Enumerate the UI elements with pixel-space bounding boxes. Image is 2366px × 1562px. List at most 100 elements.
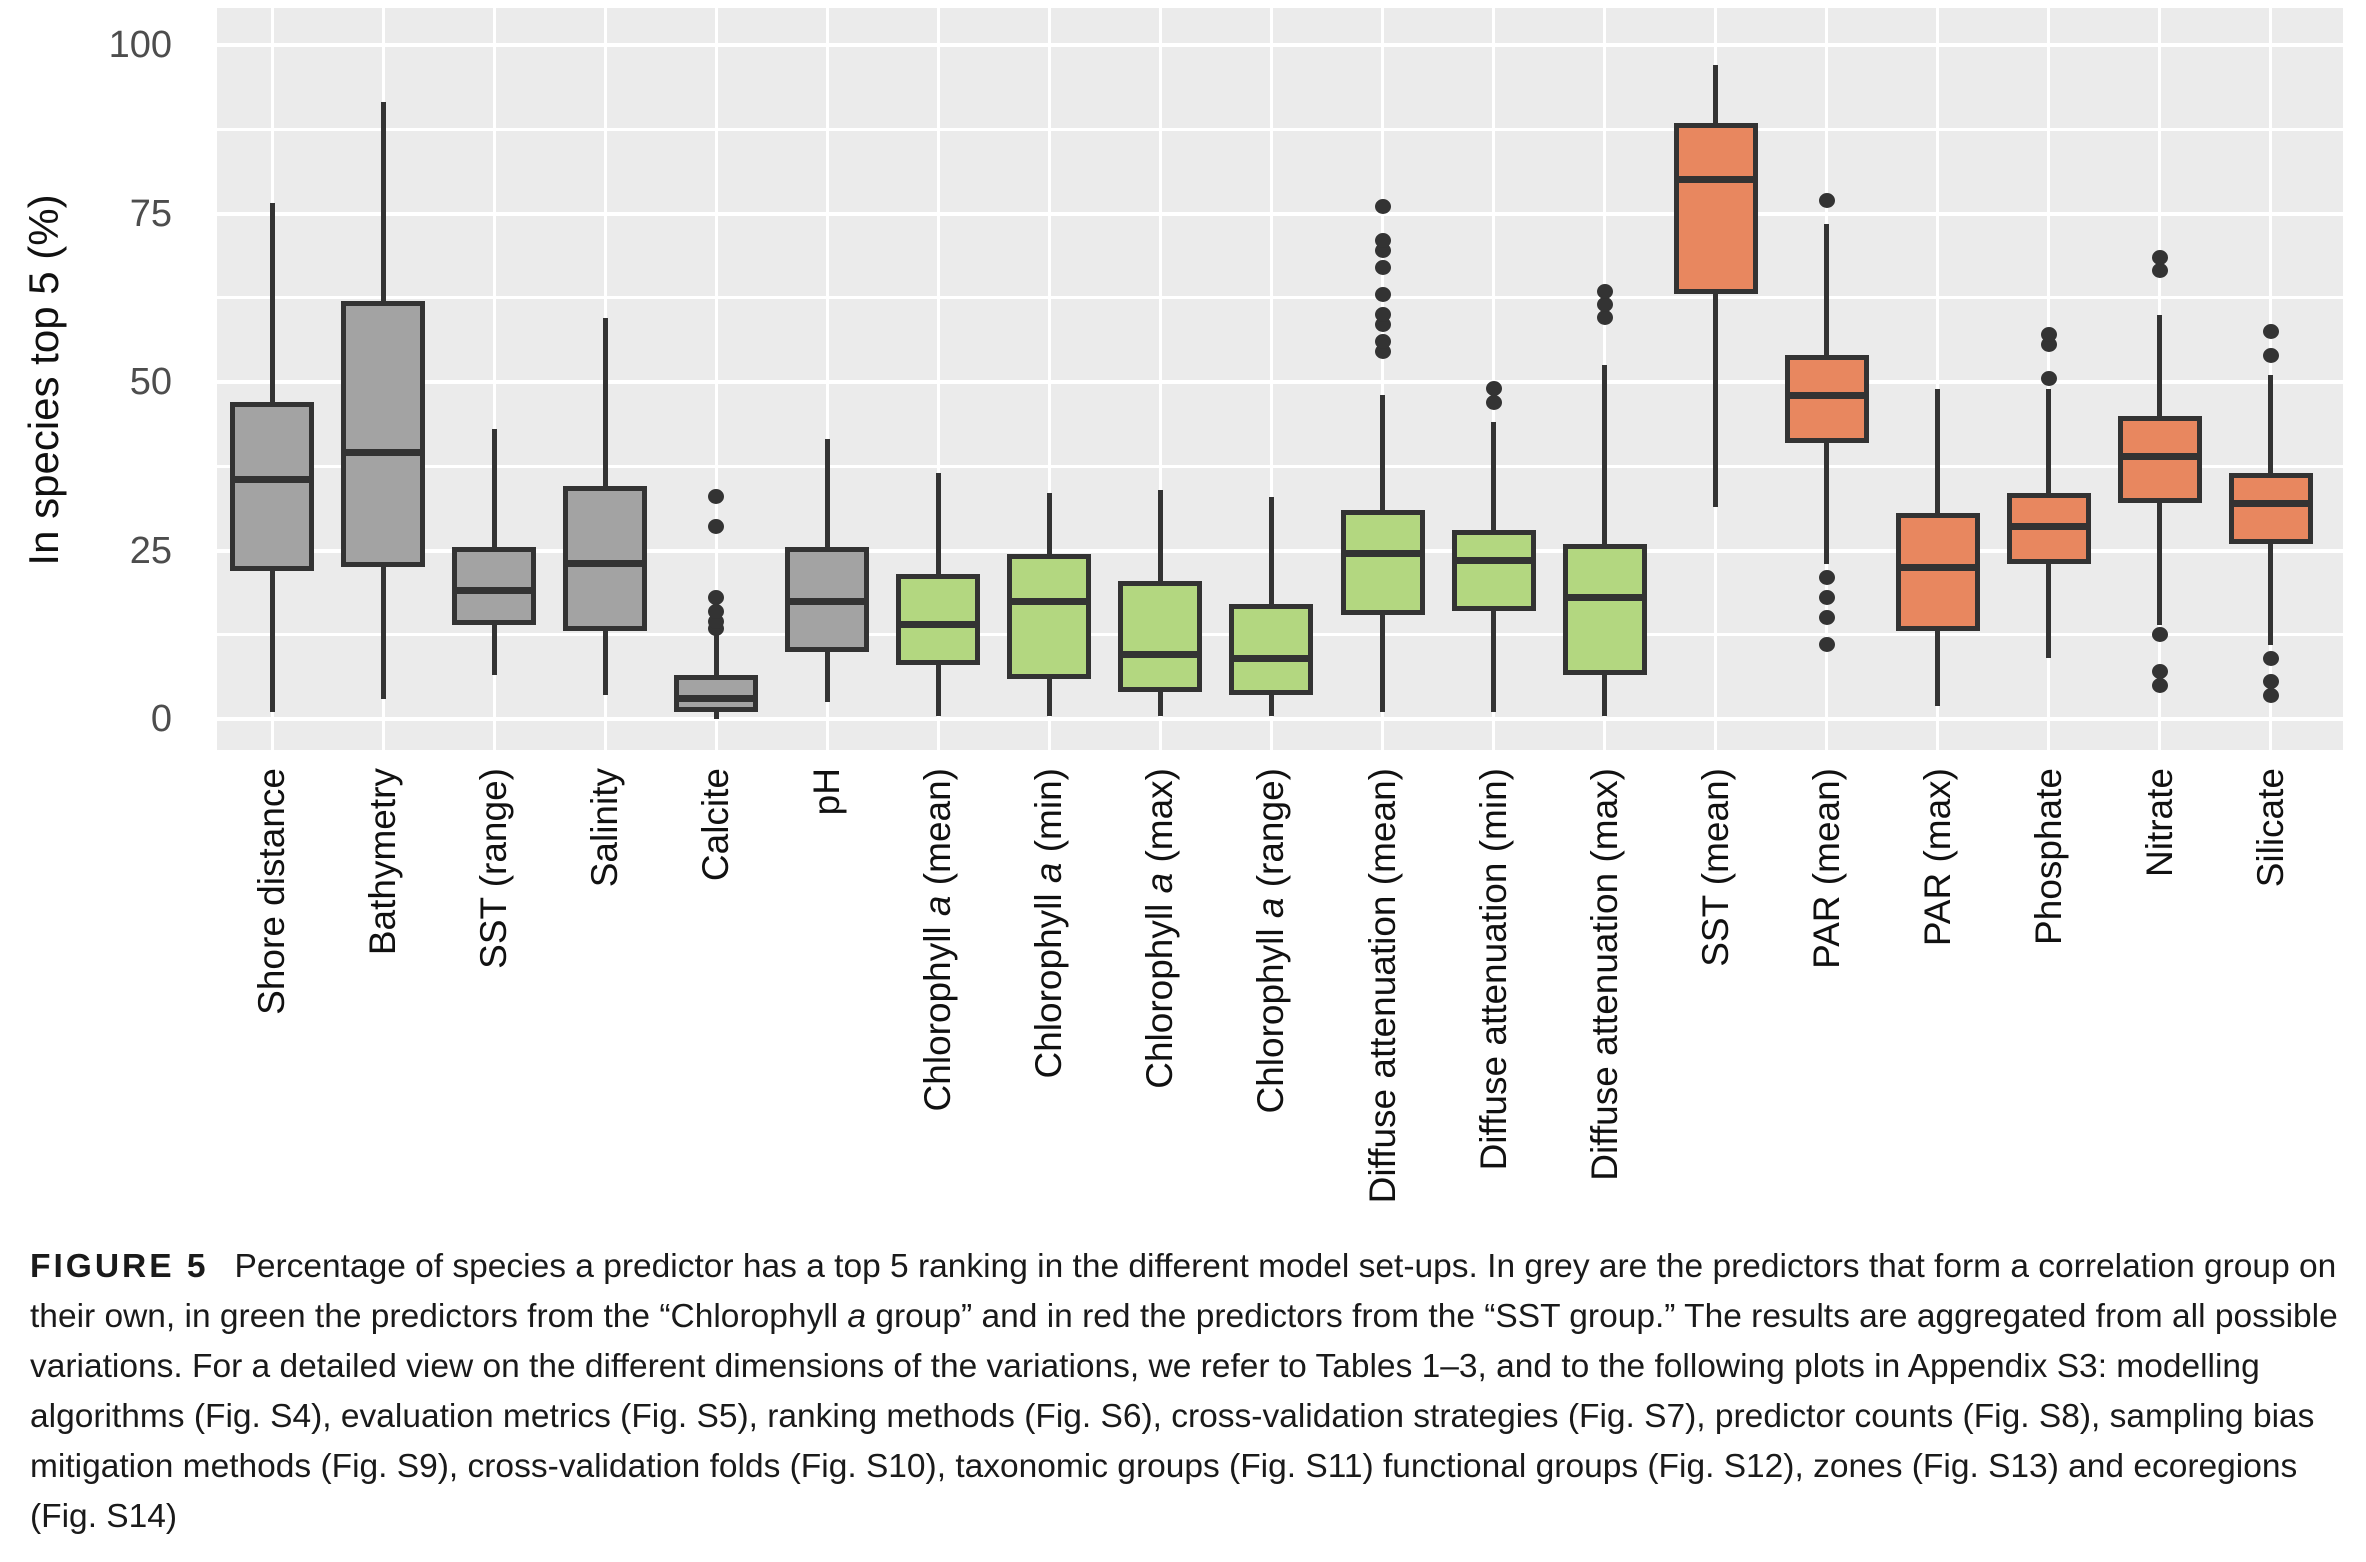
outlier-dot — [1485, 381, 1502, 397]
outlier-dot — [2151, 664, 2168, 680]
x-axis-label: Chlorophyll a (mean) — [916, 768, 960, 1111]
outlier-dot — [2262, 650, 2279, 666]
x-axis-label-text: Chlorophyll — [917, 916, 959, 1112]
x-gridline — [936, 8, 940, 750]
outlier-dot — [1818, 610, 1835, 626]
caption-text: a — [847, 1298, 867, 1335]
boxplot-box — [563, 486, 648, 632]
outlier-dot — [1596, 296, 1613, 312]
x-axis-label-text: PAR (mean) — [1805, 768, 1847, 969]
x-axis-label-text: (mean) — [917, 768, 959, 896]
x-axis-label: Salinity — [583, 768, 627, 887]
boxplot-box — [1562, 543, 1647, 676]
x-gridline — [714, 8, 718, 750]
outlier-dot — [2151, 677, 2168, 693]
x-axis-label-text: a — [1139, 872, 1181, 894]
x-gridline — [1492, 8, 1496, 750]
caption-figure-number: FIGURE 5 — [30, 1248, 209, 1285]
outlier-dot — [2262, 323, 2279, 339]
boxplot-median — [2006, 523, 2091, 531]
x-axis-label: Diffuse attenuation (min) — [1472, 768, 1516, 1170]
outlier-dot — [2151, 627, 2168, 643]
outlier-dot — [708, 489, 725, 505]
boxplot-box — [1673, 122, 1758, 295]
outlier-dot — [708, 519, 725, 535]
outlier-dot — [2151, 249, 2168, 265]
x-axis-label-text: Chlorophyll — [1028, 883, 1070, 1079]
boxplot-box — [1007, 553, 1092, 679]
x-axis-label: PAR (mean) — [1805, 768, 1849, 969]
y-axis-title: In species top 5 (%) — [20, 194, 67, 566]
boxplot-median — [1340, 550, 1425, 558]
outlier-dot — [1374, 334, 1391, 350]
x-axis-label-text: SST (mean) — [1694, 768, 1736, 967]
boxplot-median — [563, 560, 648, 568]
outlier-dot — [2151, 263, 2168, 279]
y-major-gridline — [217, 211, 2343, 216]
x-axis-label-text: (max) — [1139, 768, 1181, 873]
outlier-dot — [1374, 286, 1391, 302]
caption-text: Percentage of species a predictor has a … — [30, 1248, 2337, 1335]
boxplot-median — [1784, 391, 1869, 399]
boxplot-box — [1118, 580, 1203, 693]
boxplot-box — [1451, 530, 1536, 612]
boxplot-median — [785, 597, 870, 605]
caption-text: group” and in red the predictors from th… — [30, 1298, 2338, 1535]
y-major-gridline — [217, 548, 2343, 553]
boxplot-box — [230, 402, 314, 571]
x-axis-label-text: Shore distance — [251, 768, 292, 1015]
x-axis-label: SST (mean) — [1694, 768, 1738, 967]
x-axis-label-text: Diffuse attenuation (min) — [1472, 768, 1514, 1171]
x-axis-label-text: (min) — [1028, 768, 1070, 863]
x-axis-label: Chlorophyll a (max) — [1138, 768, 1182, 1089]
boxplot-median — [1118, 651, 1203, 659]
boxplot-box — [896, 574, 981, 666]
figure-caption: FIGURE 5 Percentage of species a predicto… — [30, 1242, 2346, 1542]
x-gridline — [1047, 8, 1051, 750]
x-gridline — [492, 8, 496, 750]
x-axis-label: Bathymetry — [361, 768, 405, 955]
boxplot-box — [2228, 472, 2313, 544]
boxplot-median — [2117, 452, 2202, 460]
x-axis-label-text: Nitrate — [2138, 768, 2180, 877]
outlier-dot — [2262, 674, 2279, 690]
outlier-dot — [708, 603, 725, 619]
boxplot-box — [674, 675, 759, 713]
boxplot-median — [1562, 594, 1647, 602]
x-axis-label-text: a — [1028, 862, 1070, 884]
x-axis-label-text: SST (range) — [473, 768, 515, 969]
outlier-dot — [1374, 259, 1391, 275]
boxplot-median — [1895, 563, 1980, 571]
boxplot-median — [1451, 557, 1536, 565]
x-axis-label-text: Calcite — [695, 768, 737, 882]
outlier-dot — [1485, 394, 1502, 410]
boxplot-median — [2228, 499, 2313, 507]
y-minor-gridline — [217, 296, 2343, 300]
boxplot-box — [1229, 604, 1314, 696]
x-axis-label: PAR (max) — [1916, 768, 1960, 946]
x-axis-label-text: PAR (max) — [1916, 768, 1958, 947]
boxplot-box — [341, 301, 426, 568]
boxplot-median — [896, 621, 981, 629]
outlier-dot — [1596, 283, 1613, 299]
y-minor-gridline — [217, 464, 2343, 468]
boxplot-whisker — [1602, 365, 1608, 716]
x-axis-label-text: pH — [806, 768, 848, 816]
outlier-dot — [2262, 347, 2279, 363]
boxplot-median — [1229, 654, 1314, 662]
x-axis-label-text: a — [917, 895, 959, 917]
outlier-dot — [2040, 371, 2057, 387]
x-axis-label-text: Bathymetry — [362, 768, 404, 956]
boxplot-median — [230, 476, 314, 484]
y-tick-label: 50 — [129, 361, 172, 403]
y-tick-label: 100 — [108, 24, 172, 66]
x-axis-label-text: Phosphate — [2027, 768, 2069, 945]
x-axis-label-text: Diffuse attenuation (max) — [1583, 768, 1625, 1181]
boxplot-median — [1673, 176, 1758, 184]
boxplot-median — [452, 587, 537, 595]
y-tick-label: 0 — [150, 698, 172, 740]
boxplot-box — [1895, 513, 1980, 632]
x-axis-label-text: a — [1250, 897, 1292, 919]
plot-panel — [217, 8, 2343, 750]
x-axis-label: Diffuse attenuation (max) — [1583, 768, 1627, 1181]
